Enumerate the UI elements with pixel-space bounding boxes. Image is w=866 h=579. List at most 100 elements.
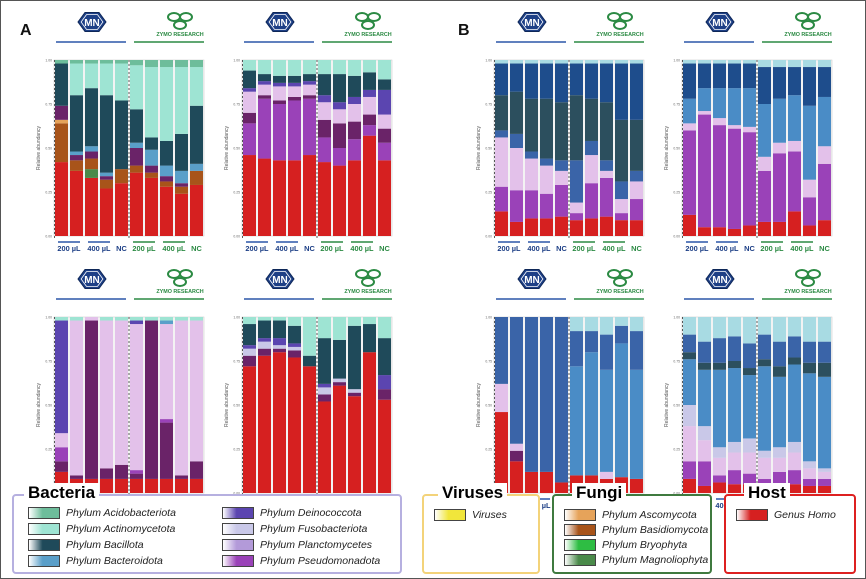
bar-segment-phylum-deinococcota	[303, 81, 316, 85]
bar-segment-phylum-basidiomycota	[115, 169, 128, 184]
group-label: NC	[819, 244, 830, 253]
bar-segment-fungi-3	[600, 369, 613, 472]
bar-segment-phylum-pseudomonadota	[348, 121, 361, 140]
chart-a-bottom-right: MN ZYMO RESEARCH Relative abundancy 0.00 0.2…	[218, 265, 402, 520]
bar-segment-phylum-pseudomonadota	[85, 151, 98, 159]
bar-segment-phylum-pseudomonadota-2	[555, 184, 568, 217]
bar-segment-phylum-basidiomycota	[175, 186, 188, 194]
bar-segment-phylum-pseudomonadota-3	[728, 452, 741, 471]
bar-segment-phylum-bacillota	[85, 88, 98, 147]
legend-label: Phylum Bacillota	[66, 539, 144, 551]
bar-segment-phylum-bacteroidota	[160, 165, 173, 177]
bar-segment-genus-homo	[788, 484, 801, 493]
bar-segment-phylum-basidiomycota	[85, 158, 98, 170]
bar-segment-fungi-3	[683, 359, 696, 405]
bar-segment-genus-homo	[55, 162, 68, 236]
legend-label: Phylum Bryophyta	[602, 539, 688, 551]
bar-segment-fungi-1	[570, 63, 583, 96]
legend-item-viruses: Viruses	[434, 508, 507, 522]
bar-segment-fungi-4	[585, 98, 598, 141]
legend-host-title: Host	[744, 483, 790, 503]
bar-segment-fungi-5	[600, 60, 613, 64]
bar-segment-phylum-actinomycetota	[303, 317, 316, 356]
bar-segment-phylum-pseudomonadota-3	[570, 202, 583, 214]
bar-segment-fungi-5	[495, 60, 508, 64]
bar-segment-phylum-fusobacteriota	[273, 345, 286, 349]
bar-segment-fungi-4	[555, 102, 568, 161]
bar-segment-phylum-pseudomonadota	[115, 464, 128, 479]
bar-segment-phylum-actinomycetota	[363, 60, 376, 73]
mn-logo-text: MN	[712, 275, 728, 286]
bar-segment-phylum-bacteroidota	[130, 142, 143, 148]
group-label: 200 µL	[132, 244, 156, 253]
bar-segment-genus-homo	[288, 160, 301, 236]
bar-segment-phylum-deinococcota	[288, 82, 301, 87]
bar-segment-phylum-pseudomonadota-3	[303, 84, 316, 96]
bar-segment-phylum-deinococcota	[243, 345, 256, 349]
zymo-logo: ZYMO RESEARCH	[156, 269, 204, 295]
bar-segment-phylum-basidiomycota	[70, 160, 83, 171]
bar-segment-fungi-4	[698, 362, 711, 370]
bar-segment-phylum-pseudomonadota-3	[85, 317, 98, 321]
y-tick-label: 0.25	[45, 448, 52, 452]
bar-segment-fungi-2	[600, 334, 613, 370]
legend-item-phylum-bacteroidota: Phylum Bacteroidota	[28, 554, 163, 568]
bar-segment-phylum-pseudomonadota-3	[743, 126, 756, 133]
bar-segment-phylum-pseudomonadota	[243, 355, 256, 367]
bar-segment-phylum-pseudomonadota-2	[378, 142, 391, 161]
bar-segment-phylum-fusobacteriota	[258, 341, 271, 349]
bar-segment-phylum-pseudomonadota-3	[510, 148, 523, 191]
bar-segment-phylum-basidiomycota	[145, 172, 158, 178]
bar-segment-phylum-deinococcota	[55, 320, 68, 434]
bar-segment-phylum-pseudomonadota-3	[788, 452, 801, 471]
bar-segment-phylum-pseudomonadota-2	[600, 177, 613, 217]
mn-logo: MN	[705, 269, 735, 289]
legend-swatch	[28, 523, 60, 535]
bar-segment-fungi-5	[728, 317, 741, 337]
bar-segment-fungi-2	[585, 140, 598, 156]
bar-segment-phylum-actinomycetota	[160, 317, 173, 321]
y-tick-label: 0.00	[673, 492, 680, 496]
group-label: 200 µL	[685, 244, 709, 253]
group-label: NC	[191, 244, 202, 253]
bar-segment-fungi-3	[818, 376, 831, 469]
bar-segment-phylum-pseudomonadota-3	[130, 324, 143, 471]
bar-segment-genus-homo	[713, 482, 726, 493]
bar-segment-fungi-3	[788, 95, 801, 141]
bar-segment-fungi-5	[615, 317, 628, 326]
bar-segment-fungi-5	[788, 317, 801, 337]
bar-segment-fungi-5	[683, 60, 696, 64]
bar-segment-phylum-pseudomonadota-3	[585, 155, 598, 184]
bar-segment-phylum-bacillota	[130, 109, 143, 143]
y-tick-label: 0.75	[45, 360, 52, 364]
bar-segment-genus-homo	[803, 225, 816, 236]
bar-segment-phylum-actinomycetota	[378, 317, 391, 339]
bar-segment-genus-homo	[190, 184, 203, 236]
group-label: NC	[744, 244, 755, 253]
bar-segment-phylum-pseudomonadota-3	[70, 320, 83, 476]
bar-segment-phylum-deinococcota	[363, 89, 376, 97]
bar-segment-phylum-pseudomonadota	[100, 468, 113, 479]
bar-segment-phylum-pseudomonadota	[273, 348, 286, 353]
bar-segment-fungi-2	[773, 341, 786, 367]
bar-segment-genus-homo	[818, 485, 831, 493]
bar-segment-phylum-bacteroidota	[100, 172, 113, 177]
bar-segment-phylum-bacillota	[303, 74, 316, 82]
bar-segment-phylum-pseudomonadota-3	[510, 443, 523, 451]
bar-segment-phylum-deinococcota	[273, 82, 286, 87]
bar-segment-phylum-pseudomonadota-2	[540, 193, 553, 219]
bar-segment-genus-homo	[788, 211, 801, 236]
bar-segment-fungi-2	[788, 336, 801, 358]
mn-logo: MN	[517, 12, 547, 32]
bar-segment-phylum-pseudomonadota-3	[525, 158, 538, 191]
bar-segment-genus-homo	[525, 218, 538, 236]
bar-segment-phylum-basidiomycota	[55, 123, 68, 163]
bar-segment-fungi-1	[698, 63, 711, 89]
bar-segment-phylum-actinomycetota	[130, 317, 143, 321]
zymo-logo-text: ZYMO RESEARCH	[156, 289, 203, 295]
bar-segment-phylum-pseudomonadota-3	[115, 320, 128, 465]
bar-segment-genus-homo	[70, 170, 83, 236]
bar-segment-phylum-fusobacteriota	[818, 468, 831, 472]
bar-segment-phylum-pseudomonadota-2	[55, 447, 68, 462]
bar-segment-phylum-pseudomonadota-2	[333, 148, 346, 166]
